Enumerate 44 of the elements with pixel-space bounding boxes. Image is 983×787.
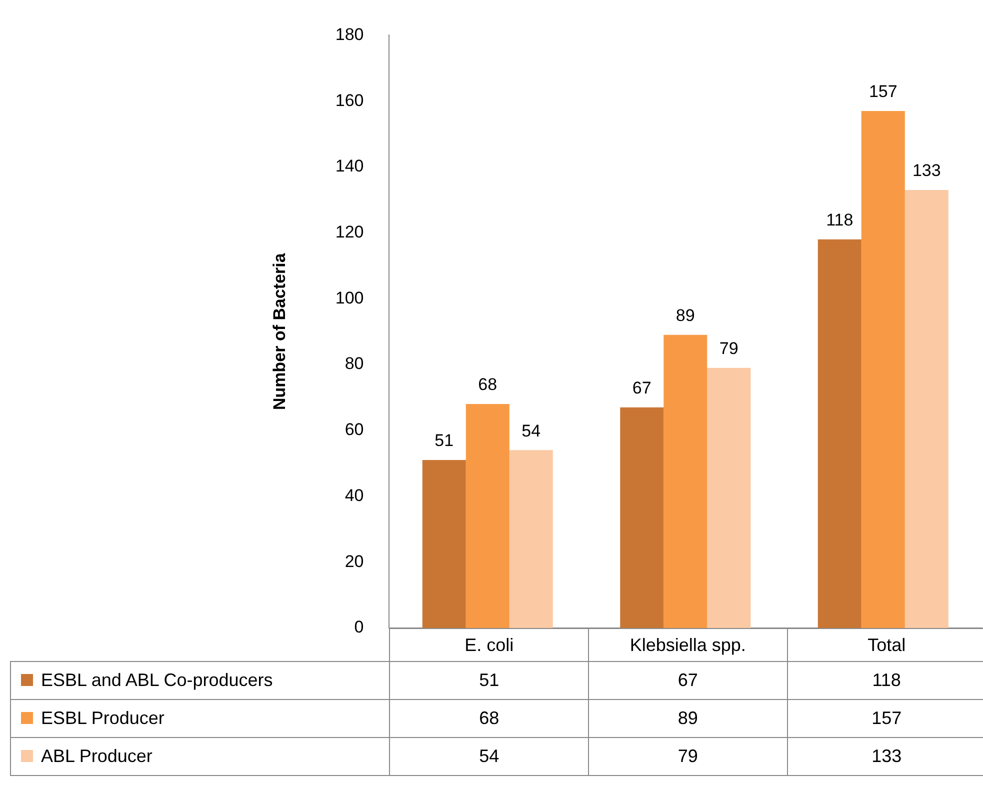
x-tick-label: Klebsiella spp. (588, 628, 788, 662)
data-label: 89 (676, 306, 695, 326)
bar (422, 460, 466, 628)
y-axis-title: Number of Bacteria (270, 252, 289, 410)
data-label: 51 (434, 431, 454, 450)
bar (861, 110, 905, 628)
y-tick-label: 140 (335, 156, 364, 176)
legend-label: ESBL Producer (41, 708, 164, 728)
bar (620, 407, 664, 628)
y-tick-label: 60 (344, 420, 364, 440)
y-tick-label: 40 (344, 486, 364, 505)
x-tick-label: E. coli (390, 628, 588, 662)
x-tick-label: Total (787, 628, 983, 662)
text: 51 (390, 662, 588, 700)
text: 54 (390, 738, 588, 776)
y-tick-label: 20 (344, 552, 364, 571)
data-label: 79 (719, 339, 738, 358)
data-label: 118 (826, 210, 854, 230)
bar (707, 368, 751, 628)
bar (818, 239, 862, 628)
data-label: 67 (632, 378, 652, 398)
y-tick-label: 80 (344, 354, 364, 374)
bar (664, 334, 708, 628)
data-label: 157 (868, 82, 898, 102)
y-tick-label: 160 (335, 90, 364, 110)
bar (509, 450, 553, 628)
text: 67 (588, 662, 788, 700)
text: 118 (787, 662, 983, 700)
text: 89 (588, 700, 788, 738)
legend-label: ESBL and ABL Co-producers (41, 670, 273, 690)
text: 133 (787, 738, 983, 776)
text: 68 (390, 700, 588, 738)
y-tick-label: 180 (335, 24, 364, 44)
y-tick-label: 0 (354, 618, 364, 637)
data-label: 68 (478, 375, 498, 394)
y-tick-label: 120 (335, 222, 364, 242)
bar (466, 404, 510, 628)
text: 79 (588, 738, 788, 776)
legend-label: ABL Producer (41, 746, 152, 766)
data-label: 133 (912, 161, 941, 180)
text: 157 (787, 700, 983, 738)
y-tick-label: 100 (335, 288, 364, 308)
bar (904, 190, 948, 628)
data-label: 54 (522, 421, 541, 440)
